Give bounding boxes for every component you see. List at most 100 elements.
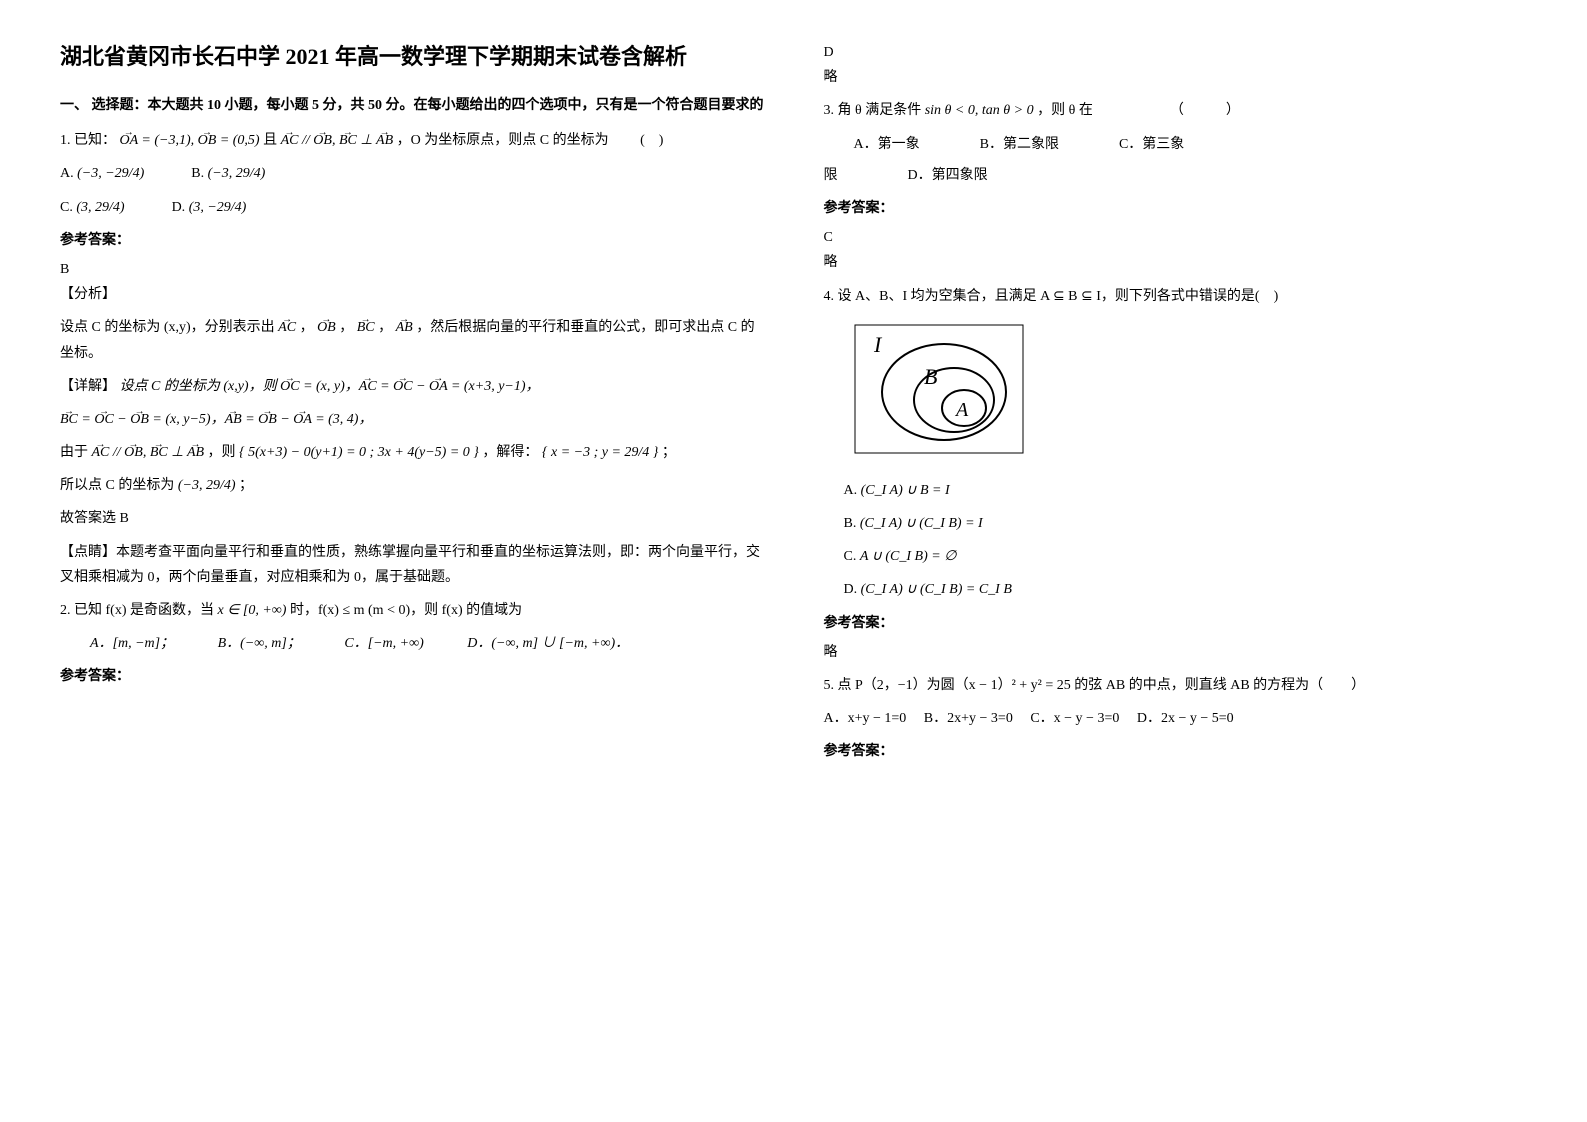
- q4-labA: A.: [844, 483, 858, 498]
- page: 湖北省黄冈市长石中学 2021 年高一数学理下学期期末试卷含解析 一、 选择题：…: [60, 40, 1527, 769]
- q1-detail: 【详解】 设点 C 的坐标为 (x,y)，则 OC = (x, y)，AC = …: [60, 374, 764, 399]
- q1-detail-1: 设点 C 的坐标为 (x,y)，则 OC = (x, y)，AC = OC − …: [120, 379, 540, 394]
- q1-d3d: { 5(x+3) − 0(y+1) = 0 ; 3x + 4(y−5) = 0 …: [239, 445, 479, 460]
- q3-sa: 3. 角 θ 满足条件: [824, 103, 925, 118]
- q5-answer-label: 参考答案：: [824, 739, 1528, 764]
- q1-stem-c: 且: [263, 133, 281, 148]
- q4-optD-f: (C_I A) ∪ (C_I B) = C_I B: [861, 582, 1012, 597]
- q1-a1g: ，: [378, 320, 392, 335]
- q1-a1b: AC: [278, 320, 296, 335]
- q1-detail-3: 由于 AC // OB, BC ⊥ AB ，则 { 5(x+3) − 0(y+1…: [60, 440, 764, 465]
- q1-detail-4: 所以点 C 的坐标为 (−3, 29/4) ；: [60, 473, 764, 498]
- q4-answer-label: 参考答案：: [824, 611, 1528, 636]
- section-1-heading: 一、 选择题：本大题共 10 小题，每小题 5 分，共 50 分。在每小题给出的…: [60, 93, 764, 118]
- q3-options-row2: 限 D．第四象限: [824, 163, 1528, 188]
- q5-optA: A．x+y − 1=0: [824, 711, 907, 726]
- q2-sb: x ∈ [0, +∞): [218, 603, 287, 618]
- q3-omit: 略: [824, 250, 1528, 275]
- q1-optA: (−3, −29/4): [77, 166, 144, 181]
- question-2: 2. 已知 f(x) 是奇函数，当 x ∈ [0, +∞) 时，f(x) ≤ m…: [60, 598, 764, 623]
- q4-optA: A. (C_I A) ∪ B = I: [844, 478, 1528, 503]
- q1-answer: B: [60, 257, 764, 282]
- q5-optB: B．2x+y − 3=0: [924, 711, 1013, 726]
- q1-d4c: ；: [239, 478, 253, 493]
- q3-optC: C．第三象: [1119, 132, 1184, 157]
- svg-text:I: I: [873, 332, 883, 357]
- q1-options-row1: A. (−3, −29/4) B. (−3, 29/4): [60, 161, 764, 186]
- q2-sc: 时，f(x) ≤ m (m < 0)，则 f(x) 的值域为: [290, 603, 522, 618]
- q3-sb: sin θ < 0, tan θ > 0: [925, 103, 1034, 118]
- q1-analysis-1: 设点 C 的坐标为 (x,y)，分别表示出 AC ， OB ， BC ， AB …: [60, 315, 764, 365]
- question-4: 4. 设 A、B、I 均为空集合，且满足 A ⊆ B ⊆ I，则下列各式中错误的…: [824, 284, 1528, 309]
- q2-optC: C．[−m, +∞): [344, 636, 423, 651]
- q3-answer: C: [824, 225, 1528, 250]
- q4-labD: D.: [844, 582, 858, 597]
- q1-d3g: ；: [662, 445, 676, 460]
- q1-a1f: BC: [357, 320, 375, 335]
- q1-d4b: (−3, 29/4): [178, 478, 236, 493]
- q4-labC: C.: [844, 549, 857, 564]
- q1-optC: (3, 29/4): [76, 200, 124, 215]
- q3-answer-label: 参考答案：: [824, 196, 1528, 221]
- q1-analysis-label: 【分析】: [60, 282, 764, 307]
- q2-answer-label: 参考答案：: [60, 664, 764, 689]
- q1-stem-e: ，O 为坐标原点，则点 C 的坐标为 ( ): [397, 133, 664, 148]
- q1-optA-label: A.: [60, 166, 74, 181]
- q1-detail-label: 【详解】: [60, 379, 116, 394]
- q3-optB: B．第二象限: [980, 132, 1059, 157]
- question-1: 1. 已知： OA = (−3,1), OB = (0,5) 且 AC // O…: [60, 128, 764, 153]
- q3-sc: ，则 θ 在 （ ）: [1037, 103, 1240, 118]
- q5-optC: C．x − y − 3=0: [1030, 711, 1119, 726]
- q4-optD: D. (C_I A) ∪ (C_I B) = C_I B: [844, 577, 1528, 602]
- q1-point: 【点睛】本题考查平面向量平行和垂直的性质，熟练掌握向量平行和垂直的坐标运算法则，…: [60, 540, 764, 590]
- svg-text:A: A: [954, 399, 969, 421]
- q1-stem-a: 1. 已知：: [60, 133, 116, 148]
- q1-a1a: 设点 C 的坐标为 (x,y)，分别表示出: [60, 320, 278, 335]
- q1-d4a: 所以点 C 的坐标为: [60, 478, 178, 493]
- q1-d3a: 由于: [60, 445, 92, 460]
- q4-labB: B.: [844, 516, 857, 531]
- right-column: D 略 3. 角 θ 满足条件 sin θ < 0, tan θ > 0 ，则 …: [824, 40, 1528, 769]
- q1-optD: (3, −29/4): [189, 200, 247, 215]
- q2-optD: D．(−∞, m] ∪ [−m, +∞)．: [467, 636, 629, 651]
- q1-optB-label: B.: [191, 166, 204, 181]
- q1-formula-2: AC // OB, BC ⊥ AB: [281, 133, 394, 148]
- q4-optC-f: A ∪ (C_I B) = ∅: [860, 549, 957, 564]
- q2-optB: B．(−∞, m]；: [218, 636, 301, 651]
- q1-d3e: ，解得：: [482, 445, 538, 460]
- q2-options: A．[m, −m]； B．(−∞, m]； C．[−m, +∞) D．(−∞, …: [90, 631, 764, 656]
- q1-d3b: AC // OB, BC ⊥ AB: [92, 445, 205, 460]
- q1-options-row2: C. (3, 29/4) D. (3, −29/4): [60, 195, 764, 220]
- venn-svg: I B A: [854, 324, 1024, 454]
- q1-detail-2: BC = OC − OB = (x, y−5)，AB = OB − OA = (…: [60, 407, 764, 432]
- q5-options: A．x+y − 1=0 B．2x+y − 3=0 C．x − y − 3=0 D…: [824, 706, 1528, 731]
- venn-diagram: I B A: [854, 324, 1528, 463]
- q4-optA-f: (C_I A) ∪ B = I: [861, 483, 950, 498]
- q1-formula-1: OA = (−3,1), OB = (0,5): [120, 133, 260, 148]
- q1-a1e: ，: [339, 320, 353, 335]
- q1-a1d: OB: [317, 320, 336, 335]
- q4-optC: C. A ∪ (C_I B) = ∅: [844, 544, 1528, 569]
- q1-optB: (−3, 29/4): [208, 166, 266, 181]
- exam-title: 湖北省黄冈市长石中学 2021 年高一数学理下学期期末试卷含解析: [60, 40, 764, 73]
- q4-optB-f: (C_I A) ∪ (C_I B) = I: [860, 516, 983, 531]
- q2-sa: 2. 已知 f(x) 是奇函数，当: [60, 603, 218, 618]
- q2-answer: D: [824, 40, 1528, 65]
- q2-omit: 略: [824, 65, 1528, 90]
- q3-optA: A．第一象: [854, 132, 920, 157]
- q1-answer-label: 参考答案：: [60, 228, 764, 253]
- question-3: 3. 角 θ 满足条件 sin θ < 0, tan θ > 0 ，则 θ 在 …: [824, 98, 1528, 123]
- q3-options-row1: A．第一象 B．第二象限 C．第三象: [854, 132, 1528, 157]
- q5-optD: D．2x − y − 5=0: [1137, 711, 1234, 726]
- q1-a1h: AB: [396, 320, 413, 335]
- q1-d3c: ，则: [208, 445, 240, 460]
- question-5: 5. 点 P（2，−1）为圆（x − 1）² + y² = 25 的弦 AB 的…: [824, 673, 1528, 698]
- q2-optA: A．[m, −m]；: [90, 636, 174, 651]
- q1-detail-5: 故答案选 B: [60, 506, 764, 531]
- q4-omit: 略: [824, 640, 1528, 665]
- svg-text:B: B: [924, 364, 937, 389]
- q1-optD-label: D.: [172, 200, 186, 215]
- q1-optC-label: C.: [60, 200, 73, 215]
- q4-optB: B. (C_I A) ∪ (C_I B) = I: [844, 511, 1528, 536]
- left-column: 湖北省黄冈市长石中学 2021 年高一数学理下学期期末试卷含解析 一、 选择题：…: [60, 40, 764, 769]
